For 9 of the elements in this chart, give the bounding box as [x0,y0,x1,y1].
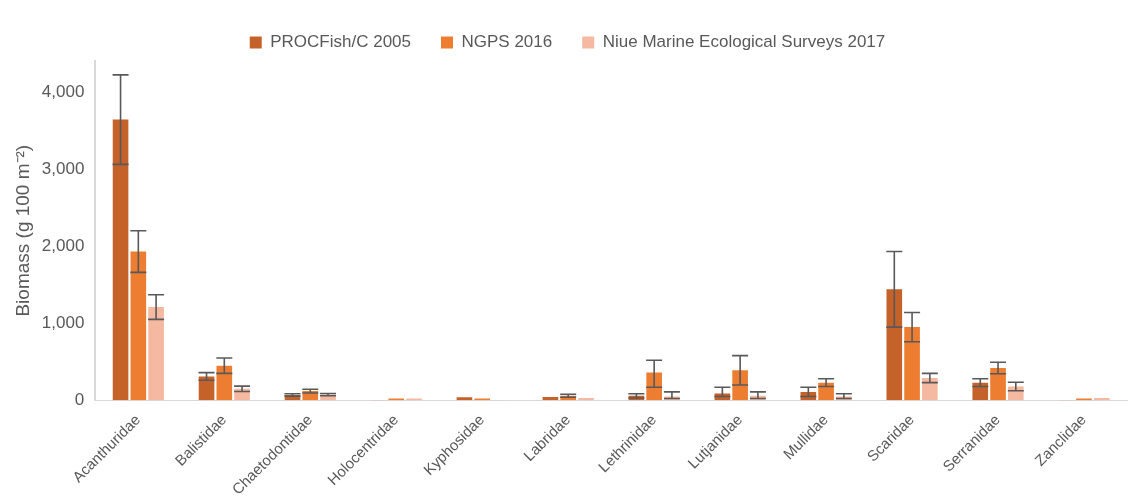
legend-label: NGPS 2016 [461,32,553,52]
y-axis-title: Biomass (g 100 m⁻²) [11,144,33,317]
y-tick-label: 1,000 [41,312,85,332]
legend-label: Niue Marine Ecological Surveys 2017 [602,32,886,52]
y-tick-label: 2,000 [41,235,85,255]
y-tick-label: 0 [74,390,85,410]
y-tick-label: 3,000 [41,158,85,178]
y-tick-label: 4,000 [41,81,85,101]
legend-label: PROCFish/C 2005 [270,32,412,52]
